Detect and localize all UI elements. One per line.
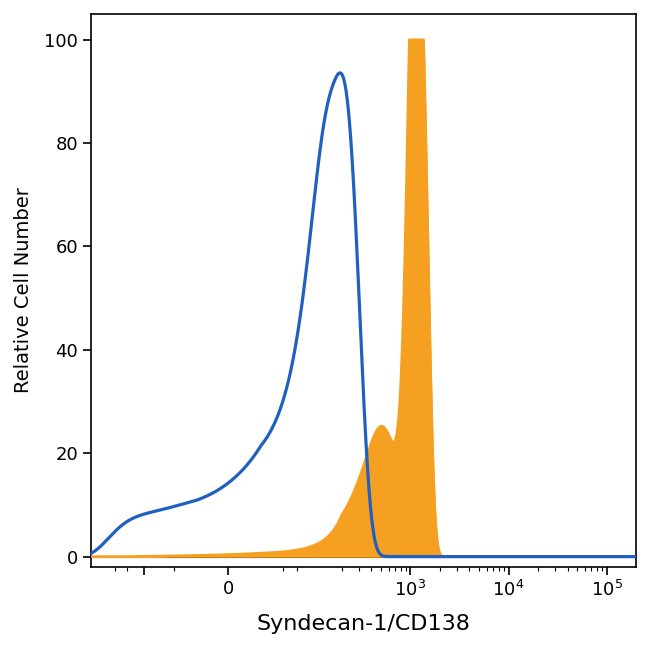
X-axis label: Syndecan-1/CD138: Syndecan-1/CD138	[257, 614, 471, 634]
Y-axis label: Relative Cell Number: Relative Cell Number	[14, 187, 33, 393]
